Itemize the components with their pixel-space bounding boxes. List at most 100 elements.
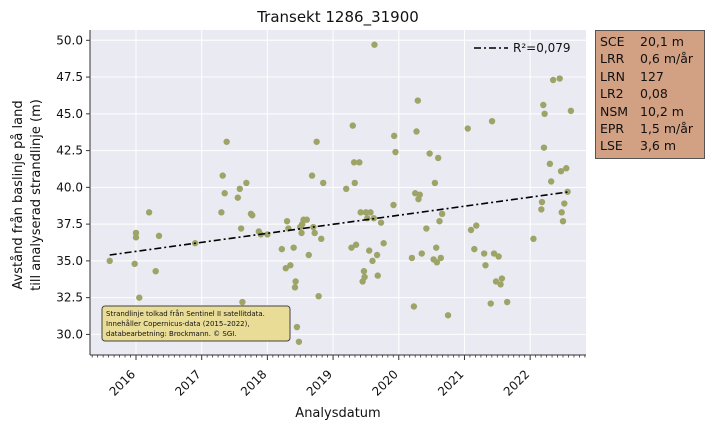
stat-row-epr: EPR 1,5 m/år — [600, 120, 700, 137]
data-point — [482, 262, 489, 269]
credit-box: Strandlinje tolkad från Sentinel II sate… — [101, 305, 291, 342]
y-tick-label: 50.0 — [56, 33, 83, 47]
data-point — [408, 254, 416, 262]
data-point — [426, 150, 433, 157]
data-point — [495, 253, 502, 260]
data-point — [488, 117, 496, 125]
data-point — [437, 254, 445, 262]
data-point — [373, 251, 381, 259]
data-point — [243, 179, 250, 187]
data-point — [492, 278, 500, 285]
data-point — [239, 298, 246, 306]
data-point — [390, 201, 397, 209]
y-axis-label-line-1: Avstånd från baslinje på land — [11, 100, 26, 289]
data-point — [152, 267, 159, 275]
statistics-box: SCE 20,1 m LRR 0,6 m/år LRN 127 LR2 0,08 NSM… — [595, 30, 705, 159]
x-tick-label: 2017 — [172, 367, 203, 398]
data-point — [352, 241, 360, 248]
data-point — [390, 132, 398, 140]
data-point — [367, 209, 374, 216]
data-point — [278, 245, 286, 253]
x-tick-label: 2018 — [238, 367, 269, 398]
credit-line-1: Strandlinje tolkad från Sentinel II sate… — [106, 309, 265, 318]
stat-value: 3,6 m — [640, 138, 677, 154]
stat-key: LR2 — [600, 86, 624, 102]
stat-value: 1,5 m/år — [640, 121, 694, 137]
stat-row-lrr: LRR 0,6 m/år — [600, 50, 700, 67]
data-point — [423, 225, 430, 232]
data-point — [305, 251, 312, 259]
stat-key: EPR — [600, 121, 625, 137]
x-tick-label: 2022 — [501, 367, 532, 398]
data-point — [431, 179, 439, 187]
data-point — [283, 217, 291, 225]
data-point — [221, 190, 228, 197]
trend-line — [109, 190, 570, 256]
data-point — [361, 273, 368, 281]
data-point — [362, 209, 370, 216]
data-point — [392, 148, 399, 156]
data-point — [487, 300, 494, 307]
data-point — [436, 217, 443, 225]
stat-row-lr2: LR2 0,08 — [600, 85, 700, 102]
x-tick-label: 2021 — [435, 367, 466, 398]
legend: R²=0,079 — [474, 41, 571, 55]
data-point — [433, 259, 441, 266]
data-point — [377, 219, 385, 226]
data-point — [467, 226, 475, 234]
stat-key: LRN — [600, 68, 625, 84]
data-point — [350, 159, 358, 166]
stat-value: 10,2 m — [640, 103, 684, 119]
data-point — [416, 191, 423, 198]
data-point — [348, 244, 355, 251]
data-point — [106, 257, 113, 265]
credit-line-2: Innehåller Copernicus-data (2015–2022), — [106, 319, 250, 328]
stat-value: 0,6 m/år — [640, 51, 694, 67]
data-point — [357, 209, 364, 216]
y-tick-label: 40.0 — [56, 180, 83, 194]
data-point — [356, 159, 363, 166]
data-point — [490, 250, 498, 257]
data-point — [218, 209, 225, 216]
data-point — [418, 250, 425, 257]
data-point — [471, 245, 478, 253]
data-point — [541, 110, 548, 118]
data-point — [145, 209, 153, 216]
stat-row-lrn: LRN 127 — [600, 68, 700, 85]
chart-title: Transekt 1286_31900 — [256, 8, 419, 27]
data-point — [287, 262, 294, 269]
data-point — [360, 267, 368, 275]
data-point — [538, 198, 546, 206]
data-point — [132, 229, 140, 237]
y-tick-label: 32.5 — [56, 291, 83, 305]
x-axis-label: Analysdatum — [295, 406, 380, 421]
data-point — [219, 172, 226, 179]
data-point — [131, 260, 138, 268]
data-point — [293, 323, 301, 331]
data-point — [351, 179, 358, 187]
data-point — [414, 97, 422, 104]
data-point — [223, 138, 230, 145]
y-tick-label: 37.5 — [56, 217, 83, 231]
legend-trend-label: R²=0,079 — [513, 41, 571, 55]
credit-box-background — [101, 305, 291, 342]
data-point — [318, 235, 325, 243]
stat-key: LSE — [600, 138, 623, 154]
data-point — [564, 188, 571, 195]
data-point — [538, 206, 545, 213]
y-tick-label: 45.0 — [56, 107, 83, 121]
data-point — [343, 185, 350, 193]
data-point — [290, 244, 297, 251]
stat-key: LRR — [600, 51, 625, 67]
data-point — [311, 229, 318, 237]
x-tick-label: 2020 — [369, 367, 400, 398]
data-point — [249, 212, 256, 219]
data-point — [497, 281, 504, 288]
data-point — [433, 244, 440, 251]
stat-row-sce: SCE 20,1 m — [600, 33, 700, 50]
data-point — [413, 128, 420, 135]
data-point — [369, 257, 376, 265]
data-point — [444, 312, 452, 319]
data-point — [438, 210, 446, 218]
